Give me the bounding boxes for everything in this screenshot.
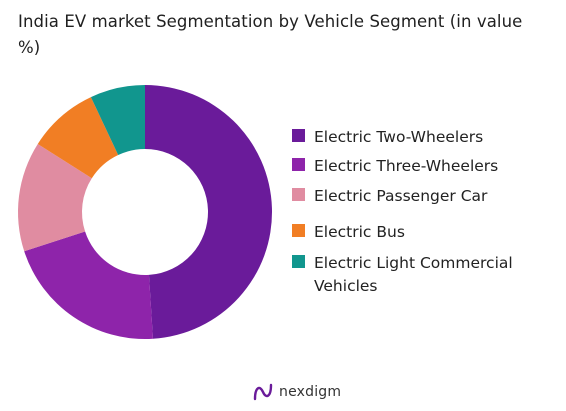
legend-swatch bbox=[292, 129, 305, 142]
brand-name: nexdigm bbox=[279, 384, 341, 400]
legend-swatch bbox=[292, 188, 305, 201]
legend-swatch bbox=[292, 255, 305, 268]
legend-label: Electric Light Commercial Vehicles bbox=[314, 252, 554, 298]
brand-logo: nexdigm bbox=[252, 381, 341, 403]
legend-swatch bbox=[292, 158, 305, 171]
legend-swatch bbox=[292, 224, 305, 237]
legend-item-passenger-car: Electric Passenger Car bbox=[292, 185, 487, 208]
legend-label: Electric Bus bbox=[314, 221, 405, 244]
legend-item-light-commercial: Electric Light Commercial Vehicles bbox=[292, 252, 554, 298]
legend-item-two-wheelers: Electric Two-Wheelers bbox=[292, 126, 483, 149]
legend-item-three-wheelers: Electric Three-Wheelers bbox=[292, 155, 498, 178]
donut-slice-electric-three-wheelers bbox=[24, 231, 153, 339]
donut-slice-electric-two-wheelers bbox=[145, 85, 272, 339]
legend-label: Electric Three-Wheelers bbox=[314, 155, 498, 178]
legend-item-bus: Electric Bus bbox=[292, 221, 405, 244]
legend-label: Electric Two-Wheelers bbox=[314, 126, 483, 149]
nexdigm-logo-icon bbox=[252, 381, 274, 403]
legend-label: Electric Passenger Car bbox=[314, 185, 487, 208]
